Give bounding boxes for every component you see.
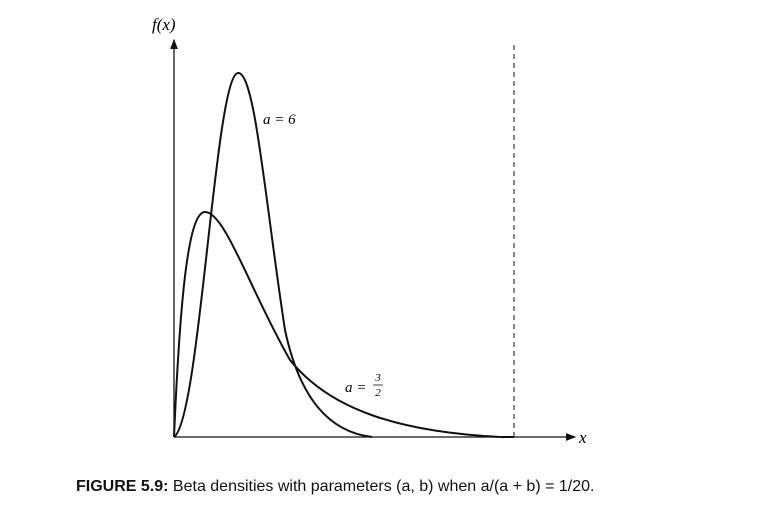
y-axis-label: f(x): [152, 15, 176, 34]
caption-text: Beta densities with parameters (a, b) wh…: [172, 478, 595, 495]
curve-label: a =: [345, 380, 366, 396]
curve-a6: [173, 71, 373, 438]
caption: FIGURE 5.9: Beta densities with paramete…: [76, 478, 594, 496]
fraction-denominator: 2: [375, 387, 381, 399]
curve-label: a = 6: [263, 112, 296, 128]
fraction-numerator: 3: [374, 372, 381, 384]
curve-a32: [173, 210, 514, 438]
x-axis-label: x: [578, 428, 587, 447]
figure: f(x) x a = 6 a = 3 2: [152, 15, 587, 447]
caption-label: FIGURE 5.9:: [76, 478, 169, 495]
